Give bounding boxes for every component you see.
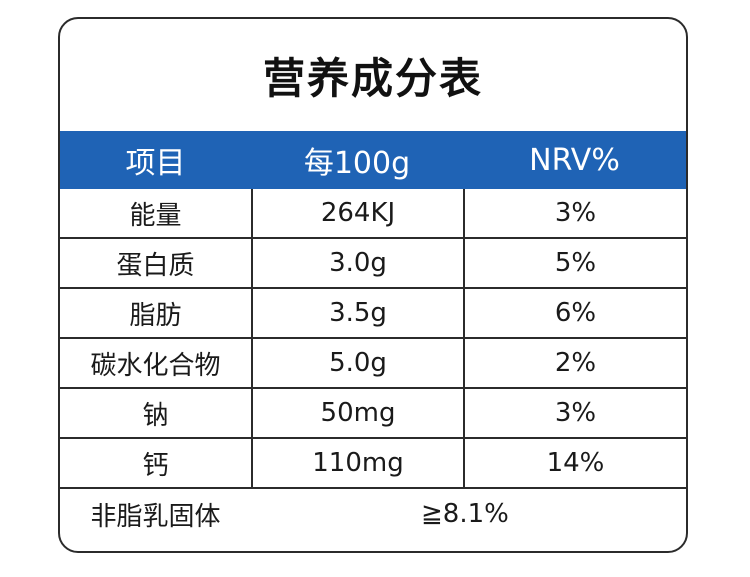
row-nrv: 6% [463,289,686,337]
nutrition-facts-panel: 营养成分表 项目 每100g NRV% 能量 264KJ 3% 蛋白质 3.0g… [58,17,688,553]
row-item: 能量 [129,200,182,231]
row-per100g: 110mg [251,439,463,487]
table-row: 能量 264KJ 3% [60,189,686,239]
row-item: 碳水化合物 [90,350,221,381]
table-row: 碳水化合物 5.0g 2% [60,339,686,389]
footer-label: 非脂乳固体 [90,501,221,532]
row-nrv: 2% [463,339,686,387]
row-per100g: 5.0g [251,339,463,387]
row-nrv: 14% [463,439,686,487]
row-per100g: 50mg [251,389,463,437]
table-row: 脂肪 3.5g 6% [60,289,686,339]
header-nrv: NRV% [529,142,620,178]
row-per100g: 3.5g [251,289,463,337]
table-row: 钙 110mg 14% [60,439,686,489]
table-row: 蛋白质 3.0g 5% [60,239,686,289]
row-item: 钙 [142,450,169,481]
nutrition-table: 项目 每100g NRV% 能量 264KJ 3% 蛋白质 3.0g 5% 脂肪… [60,131,686,539]
table-header: 项目 每100g NRV% [60,131,686,189]
row-nrv: 3% [463,389,686,437]
row-item: 钠 [142,400,169,431]
table-footer-row: 非脂乳固体 ≧8.1% [60,489,686,539]
row-per100g: 3.0g [251,239,463,287]
footer-value: ≧8.1% [421,499,509,529]
row-item: 脂肪 [129,300,182,331]
row-item: 蛋白质 [116,250,195,281]
header-item: 项目 [125,146,186,181]
page-title: 营养成分表 [262,53,483,103]
header-per100g: 每100g [303,146,411,181]
row-nrv: 3% [463,189,686,237]
row-nrv: 5% [463,239,686,287]
row-per100g: 264KJ [251,189,463,237]
table-row: 钠 50mg 3% [60,389,686,439]
